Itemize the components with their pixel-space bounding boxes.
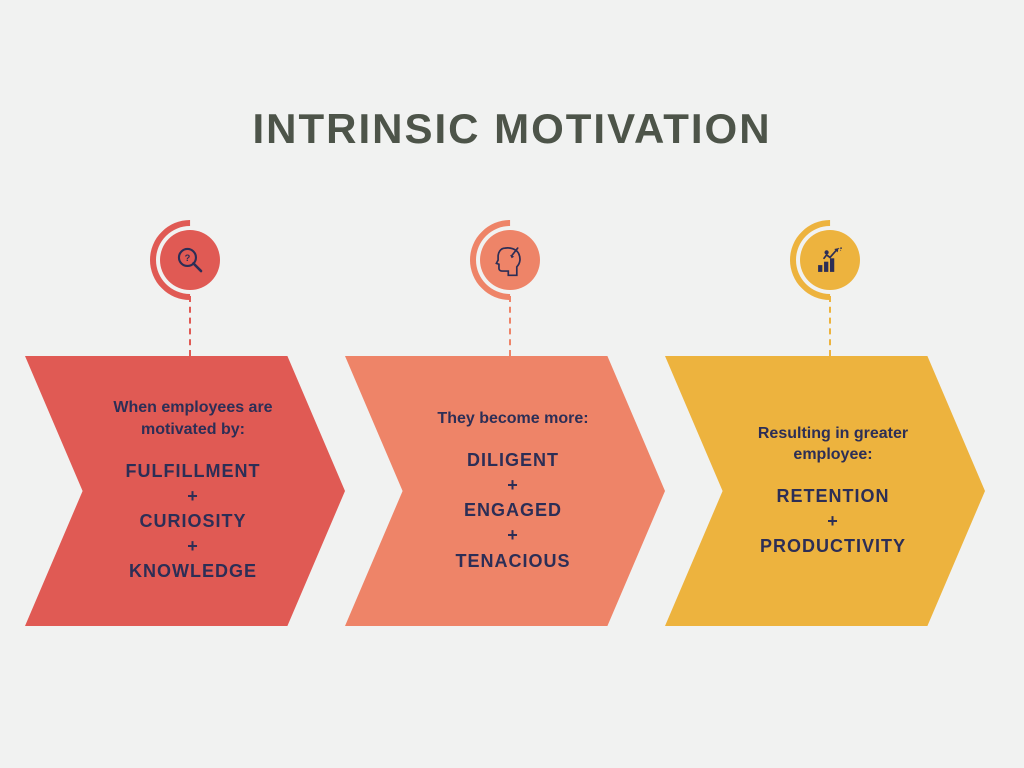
- items-list: FULFILLMENT + CURIOSITY + KNOWLEDGE: [126, 459, 261, 585]
- badge-motivated-by: ?: [160, 230, 220, 290]
- badge-arc: [773, 203, 886, 316]
- page-title: INTRINSIC MOTIVATION: [0, 105, 1024, 153]
- plus-separator: +: [455, 473, 570, 498]
- item: RETENTION: [760, 484, 906, 509]
- item: ENGAGED: [455, 498, 570, 523]
- badge-they-become: [480, 230, 540, 290]
- item: PRODUCTIVITY: [760, 534, 906, 559]
- item: CURIOSITY: [126, 509, 261, 534]
- items-list: DILIGENT + ENGAGED + TENACIOUS: [455, 448, 570, 574]
- lead-text: When employees are motivated by:: [91, 397, 295, 440]
- step-they-become: They become more: DILIGENT + ENGAGED + T…: [360, 230, 660, 626]
- plus-separator: +: [126, 484, 261, 509]
- item: TENACIOUS: [455, 549, 570, 574]
- plus-separator: +: [126, 534, 261, 559]
- item: FULFILLMENT: [126, 459, 261, 484]
- lead-text: Resulting in greater employee:: [731, 423, 935, 466]
- plus-separator: +: [455, 523, 570, 548]
- infographic-canvas: INTRINSIC MOTIVATION ? When employees ar…: [0, 0, 1024, 768]
- item: KNOWLEDGE: [126, 559, 261, 584]
- badge-arc: [453, 203, 566, 316]
- step-motivated-by: ? When employees are motivated by: FULFI…: [40, 230, 340, 626]
- chevron-motivated-by: When employees are motivated by: FULFILL…: [25, 356, 345, 626]
- connector-line: [509, 296, 511, 356]
- plus-separator: +: [760, 509, 906, 534]
- chevron-resulting-in: Resulting in greater employee: RETENTION…: [665, 356, 985, 626]
- items-list: RETENTION + PRODUCTIVITY: [760, 484, 906, 560]
- step-resulting-in: Resulting in greater employee: RETENTION…: [680, 230, 980, 626]
- item: DILIGENT: [455, 448, 570, 473]
- lead-text: They become more:: [437, 408, 588, 430]
- badge-arc: [133, 203, 246, 316]
- chevron-they-become: They become more: DILIGENT + ENGAGED + T…: [345, 356, 665, 626]
- connector-line: [829, 296, 831, 356]
- connector-line: [189, 296, 191, 356]
- badge-resulting-in: [800, 230, 860, 290]
